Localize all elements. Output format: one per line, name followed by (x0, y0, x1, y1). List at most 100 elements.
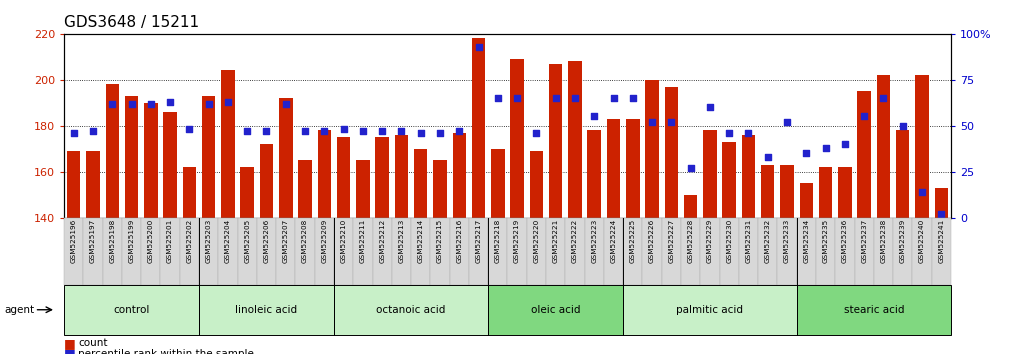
Text: GSM525217: GSM525217 (476, 219, 482, 263)
Point (663, 119, 679, 125)
Bar (646, 80, 659, 218)
Text: GSM525233: GSM525233 (784, 219, 790, 263)
Point (547, 95, 563, 101)
Point (914, 189, 931, 195)
Text: GSM525209: GSM525209 (321, 219, 327, 263)
Text: GSM525227: GSM525227 (668, 219, 674, 263)
Point (336, 126, 352, 132)
Text: octanoic acid: octanoic acid (376, 305, 445, 315)
Bar (375, 137, 388, 218)
Bar (259, 144, 274, 218)
Bar (857, 91, 871, 218)
Point (837, 141, 853, 147)
Point (394, 129, 410, 134)
Text: percentile rank within the sample: percentile rank within the sample (78, 349, 254, 354)
Text: GSM525238: GSM525238 (881, 219, 887, 263)
Bar (279, 98, 293, 218)
Bar (337, 137, 351, 218)
Bar (472, 38, 485, 218)
Bar (607, 119, 620, 218)
Text: GSM525202: GSM525202 (186, 219, 192, 263)
Text: GSM525219: GSM525219 (515, 219, 520, 263)
Text: GSM525232: GSM525232 (765, 219, 771, 263)
Text: palmitic acid: palmitic acid (676, 305, 743, 315)
Bar (722, 142, 736, 218)
Bar (164, 112, 177, 218)
Bar (67, 151, 80, 218)
Point (818, 145, 834, 150)
Text: GSM525200: GSM525200 (147, 219, 154, 263)
Bar (491, 149, 504, 218)
Bar (453, 133, 466, 218)
Text: GSM525197: GSM525197 (89, 219, 96, 263)
Text: GSM525228: GSM525228 (687, 219, 694, 263)
Point (355, 129, 371, 134)
Text: GSM525222: GSM525222 (572, 219, 578, 263)
Bar (356, 160, 369, 218)
Point (432, 130, 448, 136)
Point (605, 95, 621, 101)
Text: GSM525203: GSM525203 (205, 219, 212, 263)
Point (740, 130, 757, 136)
Point (798, 150, 815, 156)
Bar (86, 151, 100, 218)
Bar (317, 130, 332, 218)
Text: GSM525199: GSM525199 (128, 219, 134, 263)
Point (586, 114, 602, 119)
Text: GSM525206: GSM525206 (263, 219, 270, 263)
Text: count: count (78, 338, 108, 348)
Bar (298, 160, 312, 218)
Bar (780, 165, 794, 218)
Text: GSM525229: GSM525229 (707, 219, 713, 263)
Point (471, 44, 487, 49)
Bar (683, 195, 698, 218)
Point (258, 129, 275, 134)
Text: oleic acid: oleic acid (531, 305, 581, 315)
Text: GSM525239: GSM525239 (900, 219, 906, 263)
Bar (761, 165, 775, 218)
Text: GSM525237: GSM525237 (861, 219, 868, 263)
Text: GSM525235: GSM525235 (823, 219, 829, 263)
Text: control: control (113, 305, 149, 315)
Point (142, 101, 159, 107)
Text: GSM525204: GSM525204 (225, 219, 231, 263)
Point (895, 123, 911, 129)
Point (876, 95, 892, 101)
Text: GSM525215: GSM525215 (437, 219, 443, 263)
Text: GSM525207: GSM525207 (283, 219, 289, 263)
Text: GSM525205: GSM525205 (244, 219, 250, 263)
Text: GSM525218: GSM525218 (495, 219, 500, 263)
Bar (588, 130, 601, 218)
Text: GSM525223: GSM525223 (591, 219, 597, 263)
Bar (915, 75, 929, 218)
Bar (935, 188, 948, 218)
Text: GSM525212: GSM525212 (379, 219, 385, 263)
Point (721, 130, 737, 136)
Text: stearic acid: stearic acid (843, 305, 904, 315)
Point (779, 119, 795, 125)
Bar (838, 167, 851, 218)
Text: GSM525225: GSM525225 (630, 219, 636, 263)
Text: GSM525214: GSM525214 (418, 219, 424, 263)
Point (374, 129, 391, 134)
Point (452, 129, 468, 134)
Bar (896, 130, 909, 218)
Text: GSM525210: GSM525210 (341, 219, 347, 263)
Point (162, 99, 178, 104)
Point (566, 95, 583, 101)
Text: GSM525213: GSM525213 (399, 219, 405, 263)
Bar (106, 84, 119, 218)
Bar (144, 103, 158, 218)
Text: agent: agent (4, 305, 35, 315)
Point (682, 165, 699, 171)
Text: linoleic acid: linoleic acid (236, 305, 298, 315)
Point (104, 101, 120, 107)
Point (316, 129, 333, 134)
Point (297, 129, 313, 134)
Text: GSM525234: GSM525234 (803, 219, 810, 263)
Point (278, 101, 294, 107)
Bar (664, 86, 678, 218)
Text: GSM525221: GSM525221 (552, 219, 558, 263)
Bar (221, 70, 235, 218)
Text: GSM525236: GSM525236 (842, 219, 848, 263)
